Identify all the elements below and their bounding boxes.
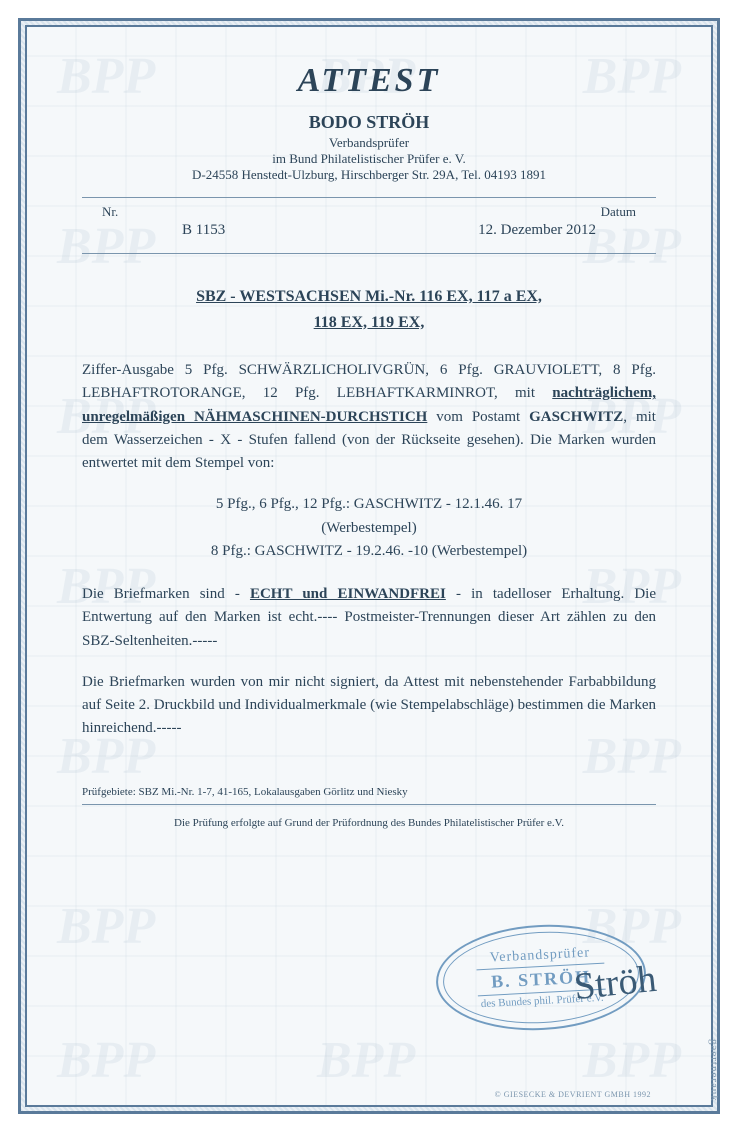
divider-line bbox=[82, 804, 656, 805]
examiner-signature: Ströh bbox=[572, 957, 659, 1009]
divider-line bbox=[82, 253, 656, 254]
certificate-title: ATTEST bbox=[82, 62, 656, 100]
p1-text: vom Postamt bbox=[427, 409, 529, 425]
paragraph-signing-note: Die Briefmarken wurden von mir nicht sig… bbox=[82, 671, 656, 741]
outer-border: BPP BPP BPP BPP BPP BPP BPP BPP BPP BPP … bbox=[18, 18, 720, 1114]
printer-copyright: © GIESECKE & DEVRIENT GMBH 1992 bbox=[495, 1090, 651, 1099]
p1-emphasis-2: GASCH­WITZ bbox=[529, 409, 623, 425]
auction-watermark: gaertnerauk bbox=[708, 1039, 720, 1102]
date-value: 12. Dezember 2012 bbox=[478, 222, 596, 239]
paragraph-description: Ziffer-Ausgabe 5 Pfg. SCHWÄRZLICHOLIVGRÜ… bbox=[82, 359, 656, 475]
reference-labels-row: Nr. Datum bbox=[82, 204, 656, 220]
cancel-line-2: 8 Pfg.: GASCHWITZ - 19.2.46. -10 (Werbes… bbox=[82, 540, 656, 563]
examiner-address: D-24558 Henstedt-Ulzburg, Hirschberger S… bbox=[82, 167, 656, 183]
cancel-line-1b: (Werbestempel) bbox=[82, 517, 656, 540]
p2-text: Die Briefmarken sind - bbox=[82, 586, 250, 602]
nr-label: Nr. bbox=[102, 204, 118, 220]
content-area: ATTEST BODO STRÖH Verbandsprüfer im Bund… bbox=[27, 27, 711, 859]
cancellation-details: 5 Pfg., 6 Pfg., 12 Pfg.: GASCHWITZ - 12.… bbox=[82, 493, 656, 563]
reference-values-row: B 1153 12. Dezember 2012 bbox=[82, 220, 656, 247]
cancel-line-1: 5 Pfg., 6 Pfg., 12 Pfg.: GASCHWITZ - 12.… bbox=[82, 493, 656, 516]
examiner-role: Verbandsprüfer bbox=[82, 135, 656, 151]
examiner-name: BODO STRÖH bbox=[82, 112, 656, 133]
paragraph-genuineness: Die Briefmarken sind - ECHT und EINWANDF… bbox=[82, 583, 656, 653]
p2-emphasis: ECHT und EINWANDFREI bbox=[250, 586, 446, 602]
examiner-organization: im Bund Philatelistischer Prüfer e. V. bbox=[82, 151, 656, 167]
inner-border: BPP BPP BPP BPP BPP BPP BPP BPP BPP BPP … bbox=[25, 25, 713, 1107]
subject-heading: SBZ - WESTSACHSEN Mi.-Nr. 116 EX, 117 a … bbox=[82, 284, 656, 335]
divider-line bbox=[82, 197, 656, 198]
footer-examination-areas: Prüfgebiete: SBZ Mi.-Nr. 1-7, 41-165, Lo… bbox=[82, 786, 656, 798]
heading-line-1: SBZ - WESTSACHSEN Mi.-Nr. 116 EX, 117 a … bbox=[82, 284, 656, 310]
certificate-container: BPP BPP BPP BPP BPP BPP BPP BPP BPP BPP … bbox=[0, 0, 738, 1132]
nr-value: B 1153 bbox=[182, 222, 225, 239]
date-label: Datum bbox=[601, 204, 636, 220]
footer-regulation-note: Die Prüfung erfolgte auf Grund der Prüfo… bbox=[82, 817, 656, 829]
heading-line-2: 118 EX, 119 EX, bbox=[82, 310, 656, 336]
